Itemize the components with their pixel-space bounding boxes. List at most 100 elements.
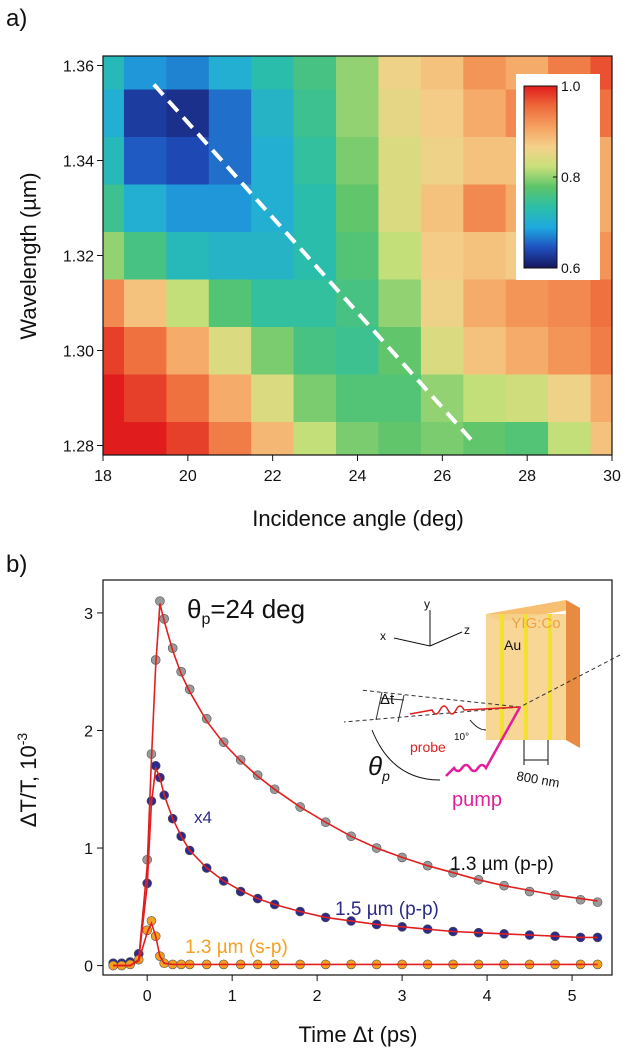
contour-cell (378, 279, 422, 327)
pump-pulse (445, 706, 522, 777)
contour-cell (336, 326, 379, 375)
contour-cell (336, 56, 379, 90)
contour-cell (420, 231, 464, 280)
stripe (524, 614, 528, 740)
inset-label: x (380, 629, 386, 643)
contour-cell (420, 136, 464, 185)
x-tick-label: 4 (483, 988, 492, 1005)
contour-cell (166, 231, 210, 280)
data-point (592, 897, 603, 907)
contour-cell (251, 374, 295, 422)
x-tick-label: 5 (568, 988, 577, 1005)
contour-cell (208, 56, 252, 90)
contour-cell (123, 231, 167, 280)
contour-cell (251, 421, 295, 455)
fit-line (113, 603, 598, 967)
series-label: 1.3 µm (s-p) (185, 937, 288, 958)
contour-cell (123, 326, 167, 375)
contour-cell (251, 136, 295, 185)
inset-label: 800 nm (515, 768, 560, 790)
contour-cell (378, 374, 422, 422)
y-axis-label-exponent: -3 (14, 733, 30, 746)
contour-cell (590, 279, 612, 327)
guide-line (152, 83, 474, 443)
y-tick-label: 1.34 (63, 154, 94, 171)
contour-cell (166, 184, 210, 232)
contour-cell (590, 326, 612, 375)
scale-note: x4 (194, 808, 212, 827)
angle-arc (371, 729, 441, 781)
contour-panel: 18 20 22 24 26 28 30 1.28 1.30 1.32 1.34 1.36 0.6 0.8… (63, 55, 621, 485)
contour-cell (123, 421, 167, 455)
title-sub: p (201, 611, 210, 628)
contour-cell (548, 326, 592, 375)
contour-cell (336, 89, 379, 137)
axis-z (429, 631, 463, 647)
contour-cell (166, 326, 210, 375)
tilt-arc (469, 719, 487, 731)
contour-cell (463, 231, 507, 280)
contour-cell (123, 56, 167, 90)
contour-cell (590, 421, 612, 455)
colorbar-tick-label: 0.6 (561, 260, 581, 276)
inset-label: z (464, 623, 470, 637)
inset-label: 10° (454, 732, 469, 743)
contour-cell (251, 279, 295, 327)
x-tick-label: 20 (179, 468, 197, 485)
contour-cell (420, 374, 464, 422)
delay-marker (375, 691, 405, 723)
inset-label: pump (452, 789, 502, 811)
contour-cell (590, 374, 612, 422)
contour-cell (208, 374, 252, 422)
contour-cell (463, 326, 507, 375)
x-tick-label: 26 (433, 468, 451, 485)
x-tick-label: 30 (603, 468, 621, 485)
y-tick-label: 1 (84, 841, 93, 858)
plot-frame (102, 579, 613, 976)
inset-angle: θ (368, 751, 382, 781)
contour-cell (166, 136, 210, 185)
y-tick-label: 1.36 (63, 59, 94, 76)
contour-cell (378, 89, 422, 137)
contour-cell (420, 421, 464, 455)
contour-cell (463, 89, 507, 137)
contour-cell (336, 136, 379, 185)
contour-cell (548, 374, 592, 422)
contour-cell (166, 374, 210, 422)
contour-cell (336, 184, 379, 232)
contour-cell (251, 231, 295, 280)
colorbar-tick-label: 1.0 (561, 78, 581, 94)
stripe (548, 614, 552, 740)
x-tick-label: 0 (143, 988, 152, 1005)
normal-line (519, 654, 621, 708)
contour-cell (463, 56, 507, 90)
y-axis-label: Wavelength (µm) (16, 172, 41, 339)
inset-label: YIG:Co (511, 615, 560, 632)
x-tick-label: 2 (313, 988, 322, 1005)
contour-cell (420, 184, 464, 232)
x-tick-label: 3 (398, 988, 407, 1005)
contour-cell (378, 136, 422, 185)
contour-cell (123, 89, 167, 137)
inset-diagram: YIG:Co Au Δt probe pump θp 800 nm 10° x … (343, 597, 621, 811)
contour-cell (336, 231, 379, 280)
contour-cell (378, 326, 422, 375)
contour-cell (505, 326, 549, 375)
contour-cell (293, 136, 337, 185)
contour-cell (208, 421, 252, 455)
contour-cell (166, 279, 210, 327)
probe-pulse (409, 705, 521, 715)
data-point (125, 959, 135, 970)
inset-label: probe (410, 739, 446, 755)
contour-cell (293, 374, 337, 422)
x-tick-label: 24 (349, 468, 367, 485)
inset-label: Δt (380, 691, 395, 708)
x-axis-label: Incidence angle (deg) (252, 506, 464, 531)
time-trace-panel: 0 1 2 3 4 5 0 1 2 3 1.3 µm (p-p) 1.5 µm (p-p) x4 1.3 … (84, 579, 613, 1005)
contour-cell (463, 279, 507, 327)
contour-cell (166, 421, 210, 455)
contour-cell (505, 421, 549, 455)
contour-cell (463, 421, 507, 455)
y-tick-label: 1.30 (63, 344, 94, 361)
